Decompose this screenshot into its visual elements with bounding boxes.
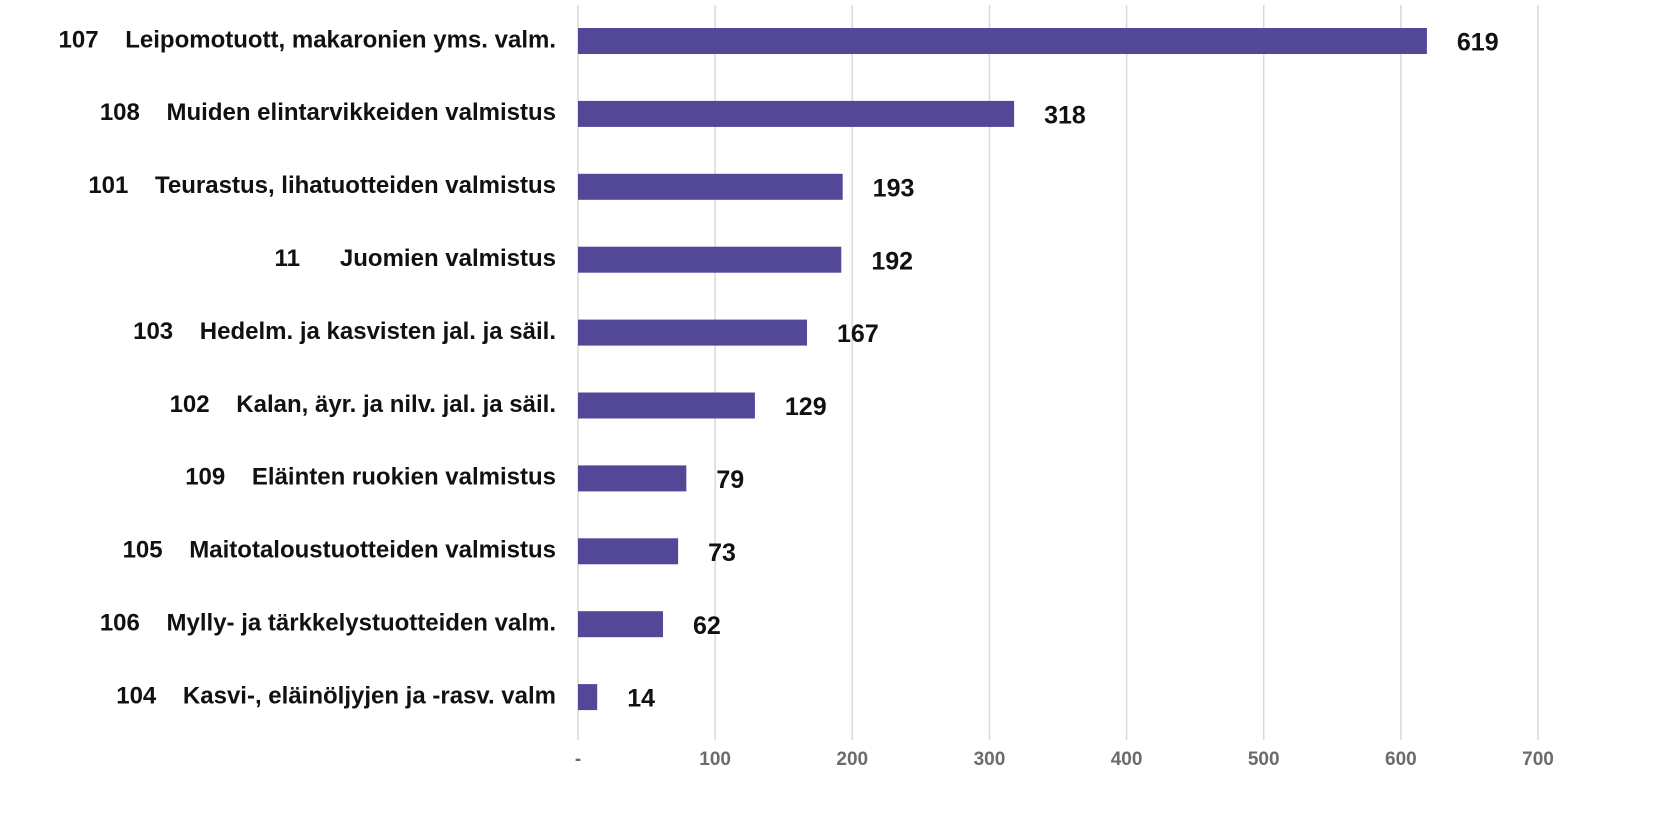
bar [578, 28, 1427, 54]
x-tick-label: - [575, 749, 581, 770]
value-label: 619 [1457, 29, 1499, 57]
category-label: 102 Kalan, äyr. ja nilv. jal. ja säil. [170, 391, 556, 418]
x-tick-label: 100 [699, 749, 731, 770]
value-label: 73 [708, 539, 736, 567]
value-label: 167 [837, 320, 879, 348]
category-label: 101 Teurastus, lihatuotteiden valmistus [88, 172, 556, 199]
bar [578, 465, 687, 492]
value-label: 129 [785, 393, 827, 421]
x-tick-label: 400 [1111, 749, 1143, 770]
bar [578, 100, 1015, 127]
category-label: 103 Hedelm. ja kasvisten jal. ja säil. [133, 318, 556, 345]
bar [578, 246, 842, 273]
x-tick-label: 600 [1385, 749, 1417, 770]
bar [578, 611, 664, 638]
value-label: 318 [1044, 102, 1086, 130]
category-label: 105 Maitotaloustuotteiden valmistus [123, 537, 556, 564]
x-tick-label: 700 [1522, 749, 1554, 770]
bar [578, 319, 808, 346]
value-label: 62 [693, 612, 721, 640]
bar [578, 392, 755, 419]
value-label: 193 [873, 174, 915, 202]
category-label: 106 Mylly- ja tärkkelystuotteiden valm. [100, 610, 556, 637]
category-label: 104 Kasvi-, eläinöljyjen ja -rasv. valm [116, 682, 556, 709]
value-label: 192 [871, 247, 913, 275]
bar [578, 684, 598, 711]
value-label: 14 [627, 685, 655, 713]
bar [578, 173, 843, 200]
x-tick-label: 500 [1248, 749, 1280, 770]
category-label: 11 Juomien valmistus [275, 245, 556, 272]
x-tick-label: 200 [836, 749, 868, 770]
value-label: 79 [716, 466, 744, 494]
bar [578, 538, 679, 565]
category-label: 108 Muiden elintarvikkeiden valmistus [100, 99, 556, 126]
x-tick-label: 300 [974, 749, 1006, 770]
category-label: 109 Eläinten ruokien valmistus [185, 464, 556, 491]
category-label: 107 Leipomotuott, makaronien yms. valm. [59, 26, 556, 53]
